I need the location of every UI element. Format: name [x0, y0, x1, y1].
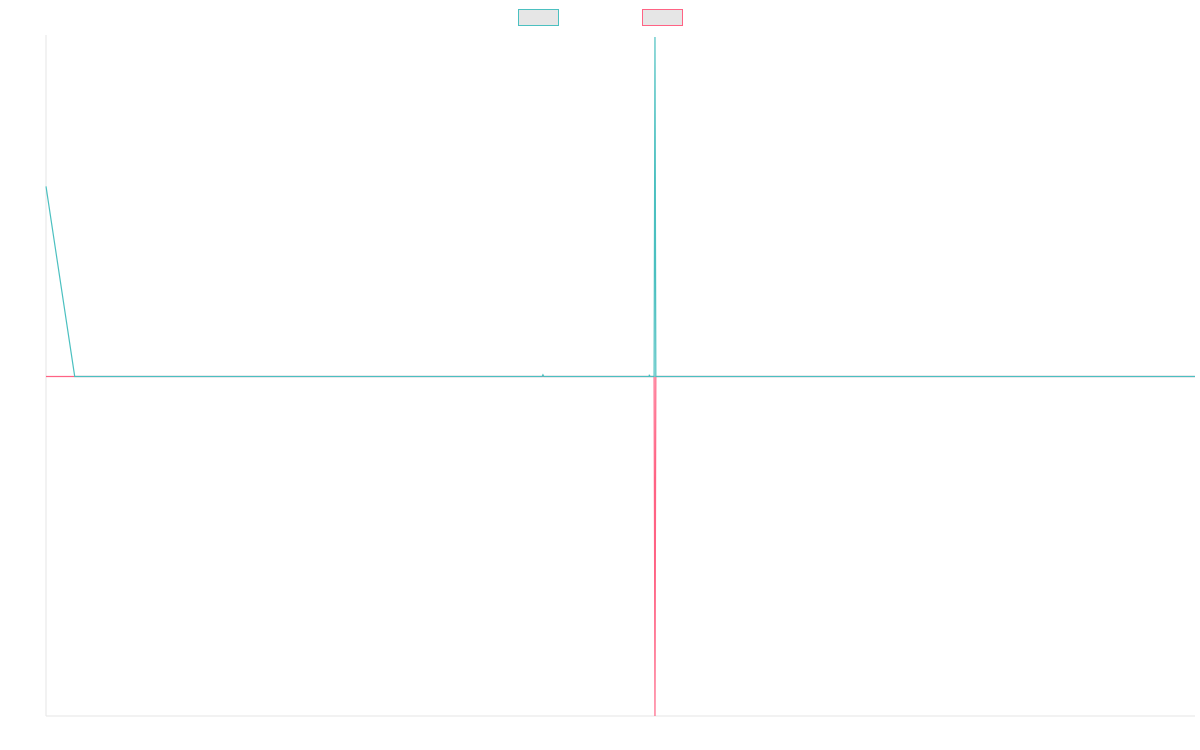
legend: [518, 9, 683, 26]
legend-swatch-2: [642, 9, 683, 26]
series-line-1: [45, 36, 1195, 378]
series-layer: [45, 36, 1195, 717]
series-line-2: [46, 375, 1195, 717]
axes: [45, 35, 1195, 717]
legend-swatch-1: [518, 9, 559, 26]
